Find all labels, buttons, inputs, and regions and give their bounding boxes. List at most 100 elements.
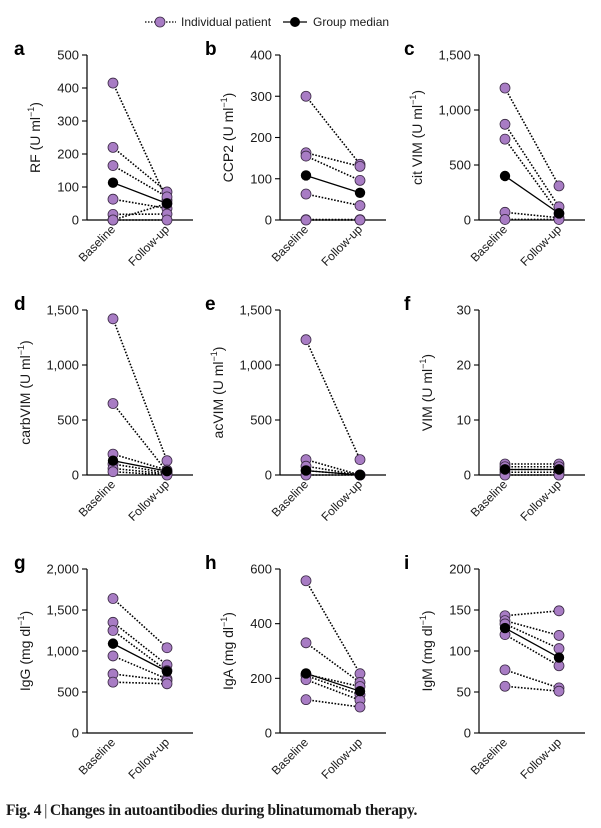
patient-line (305, 678, 361, 701)
panel-d: d 0 500 1,000 1,500 carbVIM (U ml−1) Baseline F… (14, 294, 193, 524)
y-tick-label: 10 (457, 413, 471, 428)
patient-point-followup (553, 605, 565, 617)
y-tick-label: 400 (250, 48, 272, 63)
patient-point-baseline (107, 77, 119, 89)
patient-line (305, 193, 361, 207)
patient-line (504, 138, 560, 214)
median-line (112, 643, 168, 673)
patient-line (305, 155, 361, 182)
panel-i: i 0 50 100 150 200 IgM (mg dl−1) Baseline Follow… (404, 553, 585, 782)
patient-point-baseline (107, 625, 119, 636)
patient-point-followup (354, 214, 366, 226)
x-tick-label: Follow-up (125, 477, 172, 524)
patient-line (112, 403, 168, 473)
panel-a: a 0 100 200 300 400 500 RF (U ml−1) Baseline Foll… (14, 39, 193, 269)
y-tick-label: 500 (449, 158, 471, 173)
patient-line (112, 82, 168, 201)
y-tick-label: 400 (57, 81, 79, 96)
patient-line (112, 681, 168, 685)
y-tick-label: 0 (265, 213, 272, 228)
y-axis-label: RF (U ml−1) (26, 102, 43, 173)
patient-point-followup (553, 180, 565, 192)
median-point-followup (553, 208, 565, 219)
patient-point-baseline (300, 150, 312, 162)
panel-e: e 0 500 1,000 1,500 acVIM (U ml−1) Baseline Fol… (205, 294, 386, 524)
patient-line (305, 95, 361, 165)
x-tick-label: Baseline (76, 477, 119, 520)
median-point-followup (553, 464, 565, 475)
y-tick-label: 50 (457, 685, 471, 700)
y-axis-label: CCP2 (U ml−1) (219, 93, 236, 183)
y-tick-label: 500 (57, 685, 79, 700)
y-tick-label: 100 (57, 180, 79, 195)
panel-letter: a (14, 39, 25, 60)
patient-point-baseline (499, 118, 511, 130)
x-tick-label: Baseline (269, 222, 312, 265)
patient-line (305, 580, 361, 675)
patient-point-followup (161, 214, 173, 226)
chart-legend: Individual patient Group median (145, 15, 389, 29)
patient-line (504, 87, 560, 187)
median-line (305, 469, 361, 476)
y-tick-label: 1,500 (239, 303, 272, 318)
patient-point-followup (354, 701, 366, 713)
legend-patient-marker (154, 16, 166, 28)
patient-point-followup (553, 643, 565, 654)
patient-line (112, 198, 168, 210)
patient-point-followup (354, 174, 366, 186)
y-tick-label: 0 (72, 468, 79, 483)
y-tick-label: 500 (57, 413, 79, 428)
y-tick-label: 0 (464, 726, 471, 741)
patient-point-baseline (107, 214, 119, 226)
patient-line (112, 318, 168, 461)
y-axis-label: IgA (mg dl−1) (219, 612, 236, 690)
patient-point-followup (553, 630, 565, 641)
patient-point-baseline (107, 160, 119, 171)
patient-point-baseline (107, 650, 119, 662)
y-tick-label: 200 (449, 562, 471, 577)
panel-f: f 0 10 20 30 VIM (U ml−1) Baseline Follow-up (404, 294, 585, 524)
patient-line (112, 597, 168, 649)
y-tick-label: 1,500 (438, 48, 471, 63)
panel-letter: c (404, 39, 415, 60)
patient-line (504, 623, 560, 650)
patient-point-baseline (107, 676, 119, 688)
legend-individual-patient: Individual patient (145, 15, 272, 29)
patient-point-baseline (107, 193, 119, 205)
panel-letter: i (404, 553, 409, 574)
y-tick-label: 100 (449, 644, 471, 659)
patient-point-baseline (300, 188, 312, 200)
caption-separator: | (44, 802, 48, 819)
patient-point-baseline (300, 694, 312, 706)
patient-line (112, 467, 168, 475)
y-tick-label: 0 (72, 213, 79, 228)
patient-line (112, 202, 168, 221)
x-tick-label: Baseline (76, 735, 119, 778)
patient-line (305, 673, 361, 688)
median-point-baseline (107, 177, 119, 188)
patient-point-followup (354, 200, 366, 211)
patient-line (305, 698, 361, 708)
panel-c: c 0 500 1,000 1,500 cit VIM (U ml−1) Baseline F… (404, 39, 585, 269)
x-tick-label: Baseline (269, 477, 312, 520)
panel-letter: f (404, 294, 411, 315)
patient-point-baseline (300, 214, 312, 226)
patient-line (112, 463, 168, 474)
y-tick-label: 1,500 (46, 603, 79, 618)
x-tick-label: Baseline (468, 735, 511, 778)
y-tick-label: 600 (250, 562, 272, 577)
patient-point-baseline (300, 637, 312, 649)
y-axis-label: IgM (mg dl−1) (418, 610, 435, 691)
patient-line (112, 621, 168, 666)
panel-h: h 0 200 400 600 IgA (mg dl−1) Baseline Follow-u… (205, 553, 386, 782)
y-axis-label: cit VIM (U ml−1) (408, 90, 425, 185)
patient-point-baseline (499, 680, 511, 692)
caption-figure-label: Fig. 4 (6, 802, 42, 819)
caption-text: Changes in autoantibodies during blinatu… (50, 802, 418, 819)
patient-point-followup (161, 678, 173, 690)
patient-point-baseline (107, 466, 119, 478)
x-tick-label: Follow-up (517, 735, 564, 782)
y-tick-label: 300 (57, 114, 79, 129)
x-tick-label: Baseline (468, 222, 511, 265)
